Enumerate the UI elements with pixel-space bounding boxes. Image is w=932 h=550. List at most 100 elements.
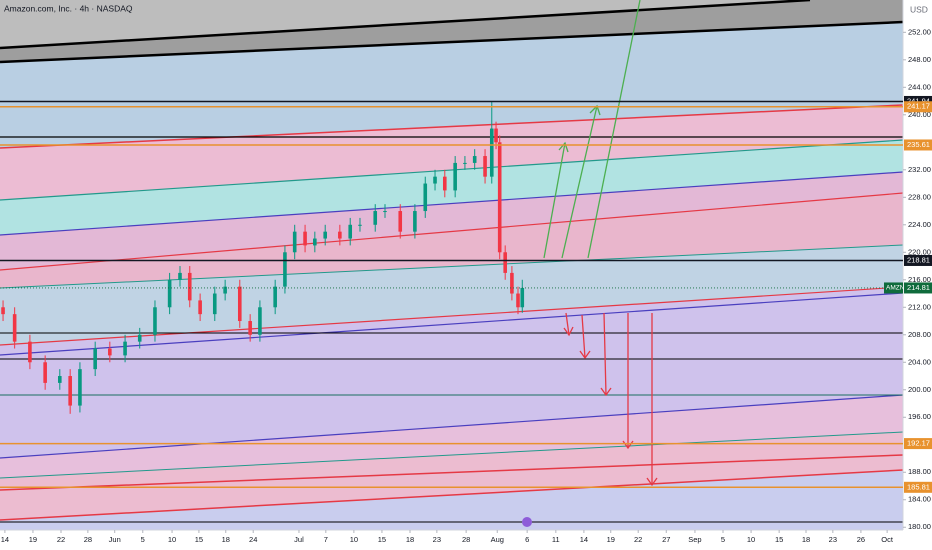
y-tick-label: 232.00 [908, 165, 931, 174]
x-tick-label: 14 [580, 535, 588, 544]
candle-body [338, 231, 342, 239]
x-tick-label: 14 [1, 535, 9, 544]
candles [1, 101, 525, 414]
level-label: 218.81 [907, 255, 930, 264]
candle-body [178, 272, 182, 280]
candle-body [510, 272, 514, 294]
x-tick-label: 15 [378, 535, 386, 544]
y-tick-label: 224.00 [908, 220, 931, 229]
x-tick-label: 15 [775, 535, 783, 544]
candle-body [273, 286, 277, 308]
candle-body [283, 252, 287, 287]
candle-body [497, 142, 502, 253]
x-tick-label: 15 [195, 535, 203, 544]
trend-line [0, 244, 903, 289]
candle-body [398, 211, 403, 232]
last-price-label: 214.81 [907, 283, 930, 292]
x-tick-label: 10 [350, 535, 358, 544]
candle-body [28, 341, 32, 363]
y-tick-label: 200.00 [908, 385, 931, 394]
cyan-band [0, 140, 903, 235]
x-tick-label: 27 [662, 535, 670, 544]
candle-body [43, 362, 47, 383]
pink-band [0, 172, 903, 270]
candle-body [248, 321, 252, 335]
candle-body [237, 286, 242, 322]
candle-body [503, 252, 507, 273]
level-label: 241.94 [907, 96, 930, 105]
candle-body [413, 211, 417, 232]
x-tick-label: 26 [857, 535, 865, 544]
level-label-bg [904, 438, 932, 450]
candle-body [423, 183, 428, 212]
lavender-band [0, 470, 903, 530]
x-tick-label: 28 [462, 535, 470, 544]
candle-body [520, 287, 525, 308]
candle-body [348, 224, 353, 239]
up-arrows [543, 0, 641, 259]
currency: USD [910, 4, 928, 14]
x-tick-label: 19 [607, 535, 615, 544]
candle-body [57, 376, 62, 383]
candle-body [358, 224, 362, 226]
candle-body [313, 238, 317, 246]
symbol-tag-bg [884, 282, 903, 294]
x-tick-label: 10 [168, 535, 176, 544]
x-tick-label: Sep [688, 535, 701, 544]
candle-body [383, 211, 387, 213]
y-tick-label: 204.00 [908, 357, 931, 366]
candle-body [453, 162, 457, 191]
last-price-label-bg [904, 282, 932, 294]
candle-body [303, 231, 307, 246]
blue-band [0, 22, 903, 148]
y-tick-label: 252.00 [908, 27, 931, 36]
x-tick-label: 6 [525, 535, 529, 544]
x-tick-label: 18 [802, 535, 810, 544]
drawings [0, 0, 903, 530]
candle-body [12, 314, 17, 342]
x-tick-label: 7 [324, 535, 328, 544]
level-label: 235.61 [907, 140, 930, 149]
arrow [563, 312, 574, 337]
x-tick-label: 24 [249, 535, 257, 544]
price-axis [903, 0, 932, 550]
y-tick-label: 248.00 [908, 55, 931, 64]
trend-line [0, 394, 903, 459]
x-tick-label: Oct [881, 535, 894, 544]
y-tick-label: 244.00 [908, 82, 931, 91]
trend-line [0, 286, 903, 346]
x-tick-label: 18 [222, 535, 230, 544]
candle-body [258, 307, 262, 335]
event-icon[interactable] [522, 517, 532, 527]
trend-line [0, 192, 903, 271]
candle-body [137, 334, 142, 342]
x-tick-label: 23 [829, 535, 837, 544]
pink-band [0, 432, 903, 520]
trend-line [0, 469, 903, 521]
trend-line [0, 171, 903, 236]
level-label: 241.17 [907, 102, 930, 111]
candle-body [489, 128, 494, 177]
level-label: 185.81 [907, 482, 930, 491]
candle-body [153, 307, 157, 335]
level-label-bg [904, 254, 932, 266]
trend-line [0, 104, 903, 149]
candle-body [463, 162, 467, 164]
level-label-bg [904, 481, 932, 493]
candle-body [442, 176, 447, 191]
y-tick-label: 208.00 [908, 330, 931, 339]
x-tick-label: 5 [721, 535, 725, 544]
y-tick-label: 212.00 [908, 302, 931, 311]
trend-line [0, 292, 903, 356]
candle-body [516, 293, 520, 308]
trend-line [0, 454, 903, 491]
trend-line [0, 431, 903, 479]
candle-body [78, 369, 82, 406]
candle-body [198, 300, 202, 315]
candle-body [93, 348, 97, 370]
x-tick-label: 11 [552, 535, 560, 544]
candle-body [323, 231, 328, 239]
trend-line [0, 20, 903, 64]
